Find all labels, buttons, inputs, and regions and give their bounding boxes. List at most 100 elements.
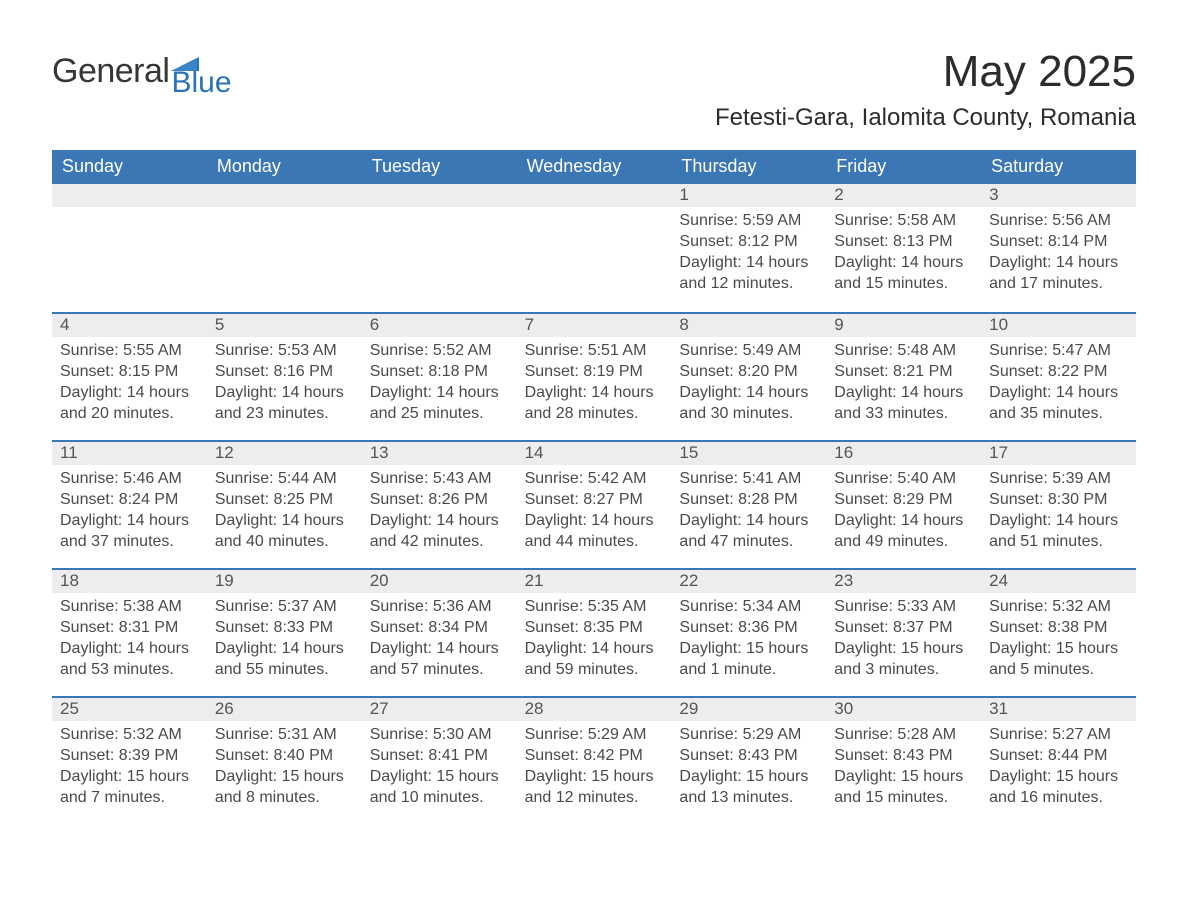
daylight-line: Daylight: 14 hours and 57 minutes.: [370, 639, 509, 681]
sunset-line: Sunset: 8:20 PM: [679, 362, 818, 383]
day-body: Sunrise: 5:55 AMSunset: 8:15 PMDaylight:…: [52, 337, 207, 432]
day-number: 17: [981, 442, 1136, 465]
daylight-line: Daylight: 14 hours and 59 minutes.: [525, 639, 664, 681]
daylight-line: Daylight: 14 hours and 55 minutes.: [215, 639, 354, 681]
day-cell: 12Sunrise: 5:44 AMSunset: 8:25 PMDayligh…: [207, 442, 362, 568]
day-body: Sunrise: 5:39 AMSunset: 8:30 PMDaylight:…: [981, 465, 1136, 560]
sunrise-line: Sunrise: 5:42 AM: [525, 469, 664, 490]
daylight-line: Daylight: 14 hours and 42 minutes.: [370, 511, 509, 553]
day-number: 26: [207, 698, 362, 721]
daylight-line: Daylight: 15 hours and 12 minutes.: [525, 767, 664, 809]
daylight-line: Daylight: 14 hours and 47 minutes.: [679, 511, 818, 553]
sunset-line: Sunset: 8:44 PM: [989, 746, 1128, 767]
daylight-line: Daylight: 14 hours and 44 minutes.: [525, 511, 664, 553]
day-cell: 21Sunrise: 5:35 AMSunset: 8:35 PMDayligh…: [517, 570, 672, 696]
sunrise-line: Sunrise: 5:32 AM: [989, 597, 1128, 618]
day-body: Sunrise: 5:47 AMSunset: 8:22 PMDaylight:…: [981, 337, 1136, 432]
day-cell: 7Sunrise: 5:51 AMSunset: 8:19 PMDaylight…: [517, 314, 672, 440]
day-cell: 27Sunrise: 5:30 AMSunset: 8:41 PMDayligh…: [362, 698, 517, 824]
daylight-line: Daylight: 15 hours and 7 minutes.: [60, 767, 199, 809]
sunrise-line: Sunrise: 5:39 AM: [989, 469, 1128, 490]
day-body: Sunrise: 5:28 AMSunset: 8:43 PMDaylight:…: [826, 721, 981, 816]
sunset-line: Sunset: 8:37 PM: [834, 618, 973, 639]
sunrise-line: Sunrise: 5:29 AM: [525, 725, 664, 746]
day-number: 3: [981, 184, 1136, 207]
dow-cell: Friday: [826, 150, 981, 184]
day-body: Sunrise: 5:29 AMSunset: 8:43 PMDaylight:…: [671, 721, 826, 816]
day-body: Sunrise: 5:34 AMSunset: 8:36 PMDaylight:…: [671, 593, 826, 688]
day-number: [52, 184, 207, 207]
day-cell: 28Sunrise: 5:29 AMSunset: 8:42 PMDayligh…: [517, 698, 672, 824]
calendar-page: General Blue May 2025 Fetesti-Gara, Ialo…: [0, 0, 1188, 918]
day-number: 22: [671, 570, 826, 593]
day-cell: [52, 184, 207, 312]
sunset-line: Sunset: 8:29 PM: [834, 490, 973, 511]
day-cell: 30Sunrise: 5:28 AMSunset: 8:43 PMDayligh…: [826, 698, 981, 824]
sunrise-line: Sunrise: 5:36 AM: [370, 597, 509, 618]
day-body: Sunrise: 5:56 AMSunset: 8:14 PMDaylight:…: [981, 207, 1136, 302]
week-row: 18Sunrise: 5:38 AMSunset: 8:31 PMDayligh…: [52, 568, 1136, 696]
sunrise-line: Sunrise: 5:34 AM: [679, 597, 818, 618]
day-number: 4: [52, 314, 207, 337]
sunrise-line: Sunrise: 5:43 AM: [370, 469, 509, 490]
sunset-line: Sunset: 8:30 PM: [989, 490, 1128, 511]
sunset-line: Sunset: 8:15 PM: [60, 362, 199, 383]
day-number: 25: [52, 698, 207, 721]
day-cell: 17Sunrise: 5:39 AMSunset: 8:30 PMDayligh…: [981, 442, 1136, 568]
daylight-line: Daylight: 14 hours and 33 minutes.: [834, 383, 973, 425]
day-cell: 2Sunrise: 5:58 AMSunset: 8:13 PMDaylight…: [826, 184, 981, 312]
day-body: Sunrise: 5:30 AMSunset: 8:41 PMDaylight:…: [362, 721, 517, 816]
day-body: Sunrise: 5:38 AMSunset: 8:31 PMDaylight:…: [52, 593, 207, 688]
day-number: 16: [826, 442, 981, 465]
day-body: Sunrise: 5:42 AMSunset: 8:27 PMDaylight:…: [517, 465, 672, 560]
daylight-line: Daylight: 15 hours and 16 minutes.: [989, 767, 1128, 809]
day-cell: 4Sunrise: 5:55 AMSunset: 8:15 PMDaylight…: [52, 314, 207, 440]
day-body: Sunrise: 5:35 AMSunset: 8:35 PMDaylight:…: [517, 593, 672, 688]
sunset-line: Sunset: 8:22 PM: [989, 362, 1128, 383]
daylight-line: Daylight: 14 hours and 15 minutes.: [834, 253, 973, 295]
day-number: 23: [826, 570, 981, 593]
day-number: 8: [671, 314, 826, 337]
day-cell: 19Sunrise: 5:37 AMSunset: 8:33 PMDayligh…: [207, 570, 362, 696]
day-cell: 20Sunrise: 5:36 AMSunset: 8:34 PMDayligh…: [362, 570, 517, 696]
day-number: 9: [826, 314, 981, 337]
day-body: Sunrise: 5:49 AMSunset: 8:20 PMDaylight:…: [671, 337, 826, 432]
day-cell: 26Sunrise: 5:31 AMSunset: 8:40 PMDayligh…: [207, 698, 362, 824]
sunset-line: Sunset: 8:26 PM: [370, 490, 509, 511]
day-number: 1: [671, 184, 826, 207]
day-number: 12: [207, 442, 362, 465]
daylight-line: Daylight: 14 hours and 49 minutes.: [834, 511, 973, 553]
daylight-line: Daylight: 14 hours and 28 minutes.: [525, 383, 664, 425]
day-cell: 29Sunrise: 5:29 AMSunset: 8:43 PMDayligh…: [671, 698, 826, 824]
sunrise-line: Sunrise: 5:55 AM: [60, 341, 199, 362]
sunrise-line: Sunrise: 5:28 AM: [834, 725, 973, 746]
sunrise-line: Sunrise: 5:32 AM: [60, 725, 199, 746]
day-body: Sunrise: 5:51 AMSunset: 8:19 PMDaylight:…: [517, 337, 672, 432]
dow-cell: Tuesday: [362, 150, 517, 184]
day-body: Sunrise: 5:44 AMSunset: 8:25 PMDaylight:…: [207, 465, 362, 560]
sunrise-line: Sunrise: 5:53 AM: [215, 341, 354, 362]
day-number: 21: [517, 570, 672, 593]
dow-cell: Saturday: [981, 150, 1136, 184]
day-number: 29: [671, 698, 826, 721]
day-number: 10: [981, 314, 1136, 337]
day-cell: 10Sunrise: 5:47 AMSunset: 8:22 PMDayligh…: [981, 314, 1136, 440]
sunrise-line: Sunrise: 5:52 AM: [370, 341, 509, 362]
sunset-line: Sunset: 8:39 PM: [60, 746, 199, 767]
day-cell: 15Sunrise: 5:41 AMSunset: 8:28 PMDayligh…: [671, 442, 826, 568]
sunrise-line: Sunrise: 5:46 AM: [60, 469, 199, 490]
dow-cell: Sunday: [52, 150, 207, 184]
day-cell: 23Sunrise: 5:33 AMSunset: 8:37 PMDayligh…: [826, 570, 981, 696]
daylight-line: Daylight: 14 hours and 20 minutes.: [60, 383, 199, 425]
sunrise-line: Sunrise: 5:27 AM: [989, 725, 1128, 746]
day-body: Sunrise: 5:31 AMSunset: 8:40 PMDaylight:…: [207, 721, 362, 816]
day-cell: [517, 184, 672, 312]
day-number: 15: [671, 442, 826, 465]
day-cell: 1Sunrise: 5:59 AMSunset: 8:12 PMDaylight…: [671, 184, 826, 312]
daylight-line: Daylight: 15 hours and 8 minutes.: [215, 767, 354, 809]
daylight-line: Daylight: 14 hours and 51 minutes.: [989, 511, 1128, 553]
sunset-line: Sunset: 8:41 PM: [370, 746, 509, 767]
day-body: Sunrise: 5:59 AMSunset: 8:12 PMDaylight:…: [671, 207, 826, 302]
sunset-line: Sunset: 8:14 PM: [989, 232, 1128, 253]
day-number: 20: [362, 570, 517, 593]
